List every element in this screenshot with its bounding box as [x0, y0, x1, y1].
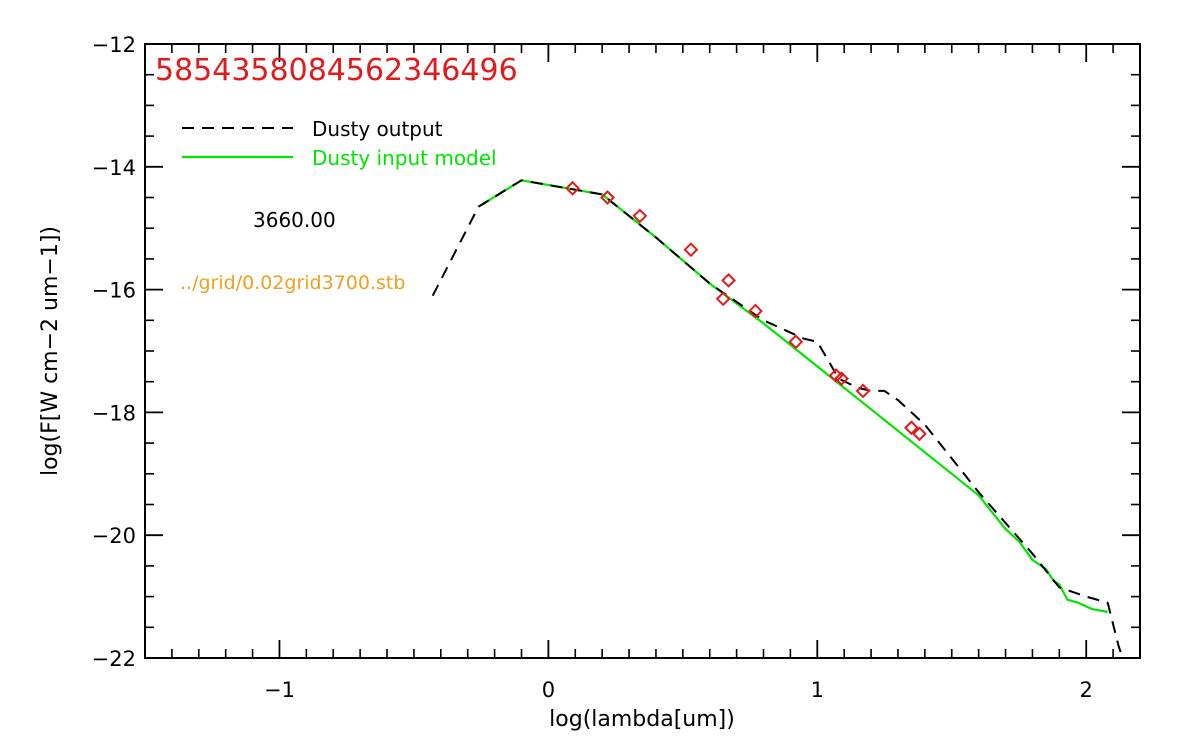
photometry-point [912, 426, 927, 442]
series-line-dusty-input [477, 179, 1108, 614]
series-layer [431, 179, 1124, 658]
legend-label-dusty-input: Dusty input model [312, 146, 497, 170]
x-tick-label: 0 [542, 678, 555, 702]
photometry-point [565, 180, 580, 196]
legend: Dusty output Dusty input model [182, 117, 497, 170]
y-axis-label: log(F[W cm−2 um−1]) [38, 226, 63, 476]
photometry-point [632, 208, 648, 224]
photometry-point [683, 242, 699, 258]
y-tick-label: −20 [92, 524, 136, 548]
x-tick-label: 2 [1080, 678, 1093, 702]
photometry-point [600, 190, 615, 205]
photometry-point [788, 334, 804, 350]
photometry-point [855, 383, 871, 399]
y-tick-label: −18 [92, 401, 136, 425]
annotation-temperature: 3660.00 [253, 208, 336, 232]
series-line-dusty-output [431, 179, 1124, 658]
y-tick-label: −14 [92, 156, 136, 180]
x-tick-label: 1 [811, 678, 824, 702]
legend-label-dusty-output: Dusty output [312, 117, 443, 141]
x-tick-label: −1 [264, 678, 295, 702]
y-tick-label: −12 [92, 33, 136, 57]
chart-title: 5854358084562346496 [155, 53, 518, 88]
axis-ticks [144, 43, 1141, 659]
photometry-point [721, 272, 736, 288]
axis-tick-labels: −1 0 1 2 −22 −20 −18 −16 −14 −12 [92, 33, 1093, 702]
photometry-point [715, 291, 731, 307]
y-tick-label: −22 [92, 647, 136, 671]
markers-layer [565, 180, 927, 442]
x-axis-label: log(lambda[um]) [549, 707, 735, 732]
photometry-point [834, 371, 849, 387]
y-tick-label: −16 [92, 279, 136, 303]
annotation-grid-file: ../grid/0.02grid3700.stb [180, 272, 405, 294]
photometry-point [904, 420, 919, 436]
photometry-point [748, 303, 763, 319]
plot-frame [144, 43, 1141, 659]
